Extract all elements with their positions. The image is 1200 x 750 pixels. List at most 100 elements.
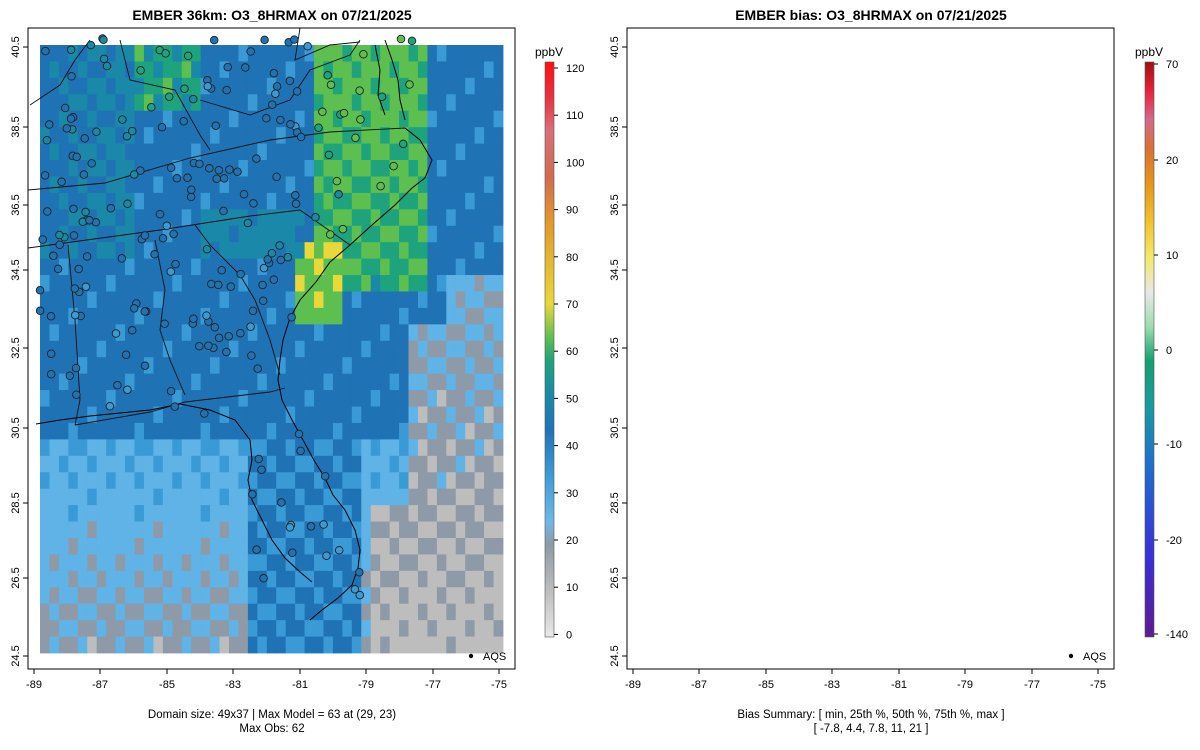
model-grid-cell <box>361 242 372 260</box>
aqs-site-marker <box>38 235 47 244</box>
aqs-site-marker <box>236 269 245 279</box>
model-grid-cell <box>484 406 494 424</box>
colorbar-unit: ppbV <box>1135 45 1163 59</box>
model-grid-cell <box>162 61 173 79</box>
model-grid-cell <box>351 143 362 161</box>
model-grid-cell <box>238 554 249 572</box>
model-grid-cell <box>181 275 192 292</box>
bias-panel-title: EMBER bias: O3_8HRMAX on 07/21/2025 <box>735 7 1007 23</box>
model-grid-cell <box>228 570 239 588</box>
model-grid-cell <box>323 340 334 358</box>
model-grid-cell <box>247 176 258 194</box>
aqs-site-marker <box>166 163 176 173</box>
model-grid-cell <box>446 307 457 325</box>
model-grid-cell <box>191 143 202 161</box>
model-grid-cell <box>191 620 202 637</box>
bias-panel: EMBER bias: O3_8HRMAX on 07/21/2025 -89-… <box>609 7 1188 735</box>
colorbar-tick-label: 70 <box>1166 59 1178 71</box>
model-grid-cell <box>87 94 98 112</box>
colorbar-ramp <box>1144 61 1155 638</box>
model-grid-cell <box>314 390 324 407</box>
model-grid-cell <box>181 406 192 424</box>
model-grid-cell <box>115 209 126 227</box>
model-grid-cell <box>143 406 154 424</box>
legend-dot-icon <box>468 653 474 659</box>
model-grid-cell <box>200 554 211 572</box>
model-grid-cell <box>389 275 400 292</box>
model-grid-cell <box>238 570 249 588</box>
model-grid-cell <box>276 225 287 243</box>
model-grid-cell <box>455 110 466 128</box>
model-grid-cell <box>58 472 69 490</box>
model-grid-cell <box>408 439 419 457</box>
model-grid-cell <box>276 160 287 177</box>
model-grid-cell <box>427 110 438 128</box>
aqs-site-marker <box>350 585 360 594</box>
model-grid-cell <box>427 537 438 555</box>
model-grid-cell <box>219 275 230 292</box>
model-grid-cell <box>304 390 315 407</box>
model-grid-cell <box>143 209 154 227</box>
model-grid-cell <box>436 258 447 276</box>
model-grid-cell <box>106 439 116 457</box>
model-grid-cell <box>295 472 305 490</box>
model-grid-cell <box>427 390 438 407</box>
model-grid-cell <box>172 45 183 62</box>
model-grid-cell <box>323 554 334 572</box>
model-grid-cell <box>314 291 324 309</box>
model-grid-cell <box>332 390 343 407</box>
model-grid-cell <box>266 390 277 407</box>
model-grid-cell <box>342 209 353 227</box>
aqs-site-marker <box>322 551 331 560</box>
model-grid-cell <box>380 603 391 621</box>
model-grid-cell <box>295 373 305 391</box>
model-grid-cell <box>257 307 268 325</box>
model-grid-cell <box>474 94 485 112</box>
model-grid-cell <box>314 340 324 358</box>
model-grid-cell <box>68 570 79 588</box>
model-grid-cell <box>219 406 230 424</box>
model-grid-cell <box>332 340 343 358</box>
model-grid-cell <box>40 340 50 358</box>
lon-tick-label: -79 <box>358 679 374 691</box>
model-grid-cell <box>295 570 305 588</box>
model-grid-cell <box>162 275 173 292</box>
model-grid-cell <box>370 143 381 161</box>
model-grid-cell <box>181 472 192 490</box>
model-grid-cell <box>399 225 409 243</box>
model-grid-cell <box>351 61 362 79</box>
model-grid-cell <box>96 488 107 506</box>
model-grid-cell <box>332 521 343 539</box>
model-grid-cell <box>484 390 494 407</box>
model-grid-cell <box>153 61 164 79</box>
model-grid-cell <box>342 127 353 144</box>
model-grid-cell <box>96 554 107 572</box>
model-grid-cell <box>389 587 400 605</box>
model-grid-cell <box>446 242 457 260</box>
model-panel-title: EMBER 36km: O3_8HRMAX on 07/21/2025 <box>132 7 412 23</box>
model-grid-cell <box>143 61 154 79</box>
model-grid-cell <box>417 505 428 522</box>
model-grid-cell <box>181 324 192 342</box>
model-grid-cell <box>87 110 98 128</box>
model-grid-cell <box>484 373 494 391</box>
model-grid-cell <box>446 77 457 95</box>
model-grid-cell <box>40 77 50 95</box>
model-grid-cell <box>474 324 485 342</box>
model-grid-cell <box>257 373 268 391</box>
model-grid-cell <box>436 225 447 243</box>
model-grid-cell <box>465 373 476 391</box>
model-grid-cell <box>96 160 107 177</box>
model-grid-cell <box>238 636 249 654</box>
model-grid-cell <box>408 110 419 128</box>
model-grid-cell <box>77 324 88 342</box>
model-grid-cell <box>314 94 324 112</box>
model-grid-cell <box>446 406 457 424</box>
model-grid-cell <box>446 291 457 309</box>
lat-tick-label: 28.5 <box>10 492 22 513</box>
model-grid-cell <box>219 620 230 637</box>
aqs-site-marker <box>121 350 131 359</box>
model-grid-cell <box>455 488 466 506</box>
aqs-site-marker <box>222 85 231 95</box>
